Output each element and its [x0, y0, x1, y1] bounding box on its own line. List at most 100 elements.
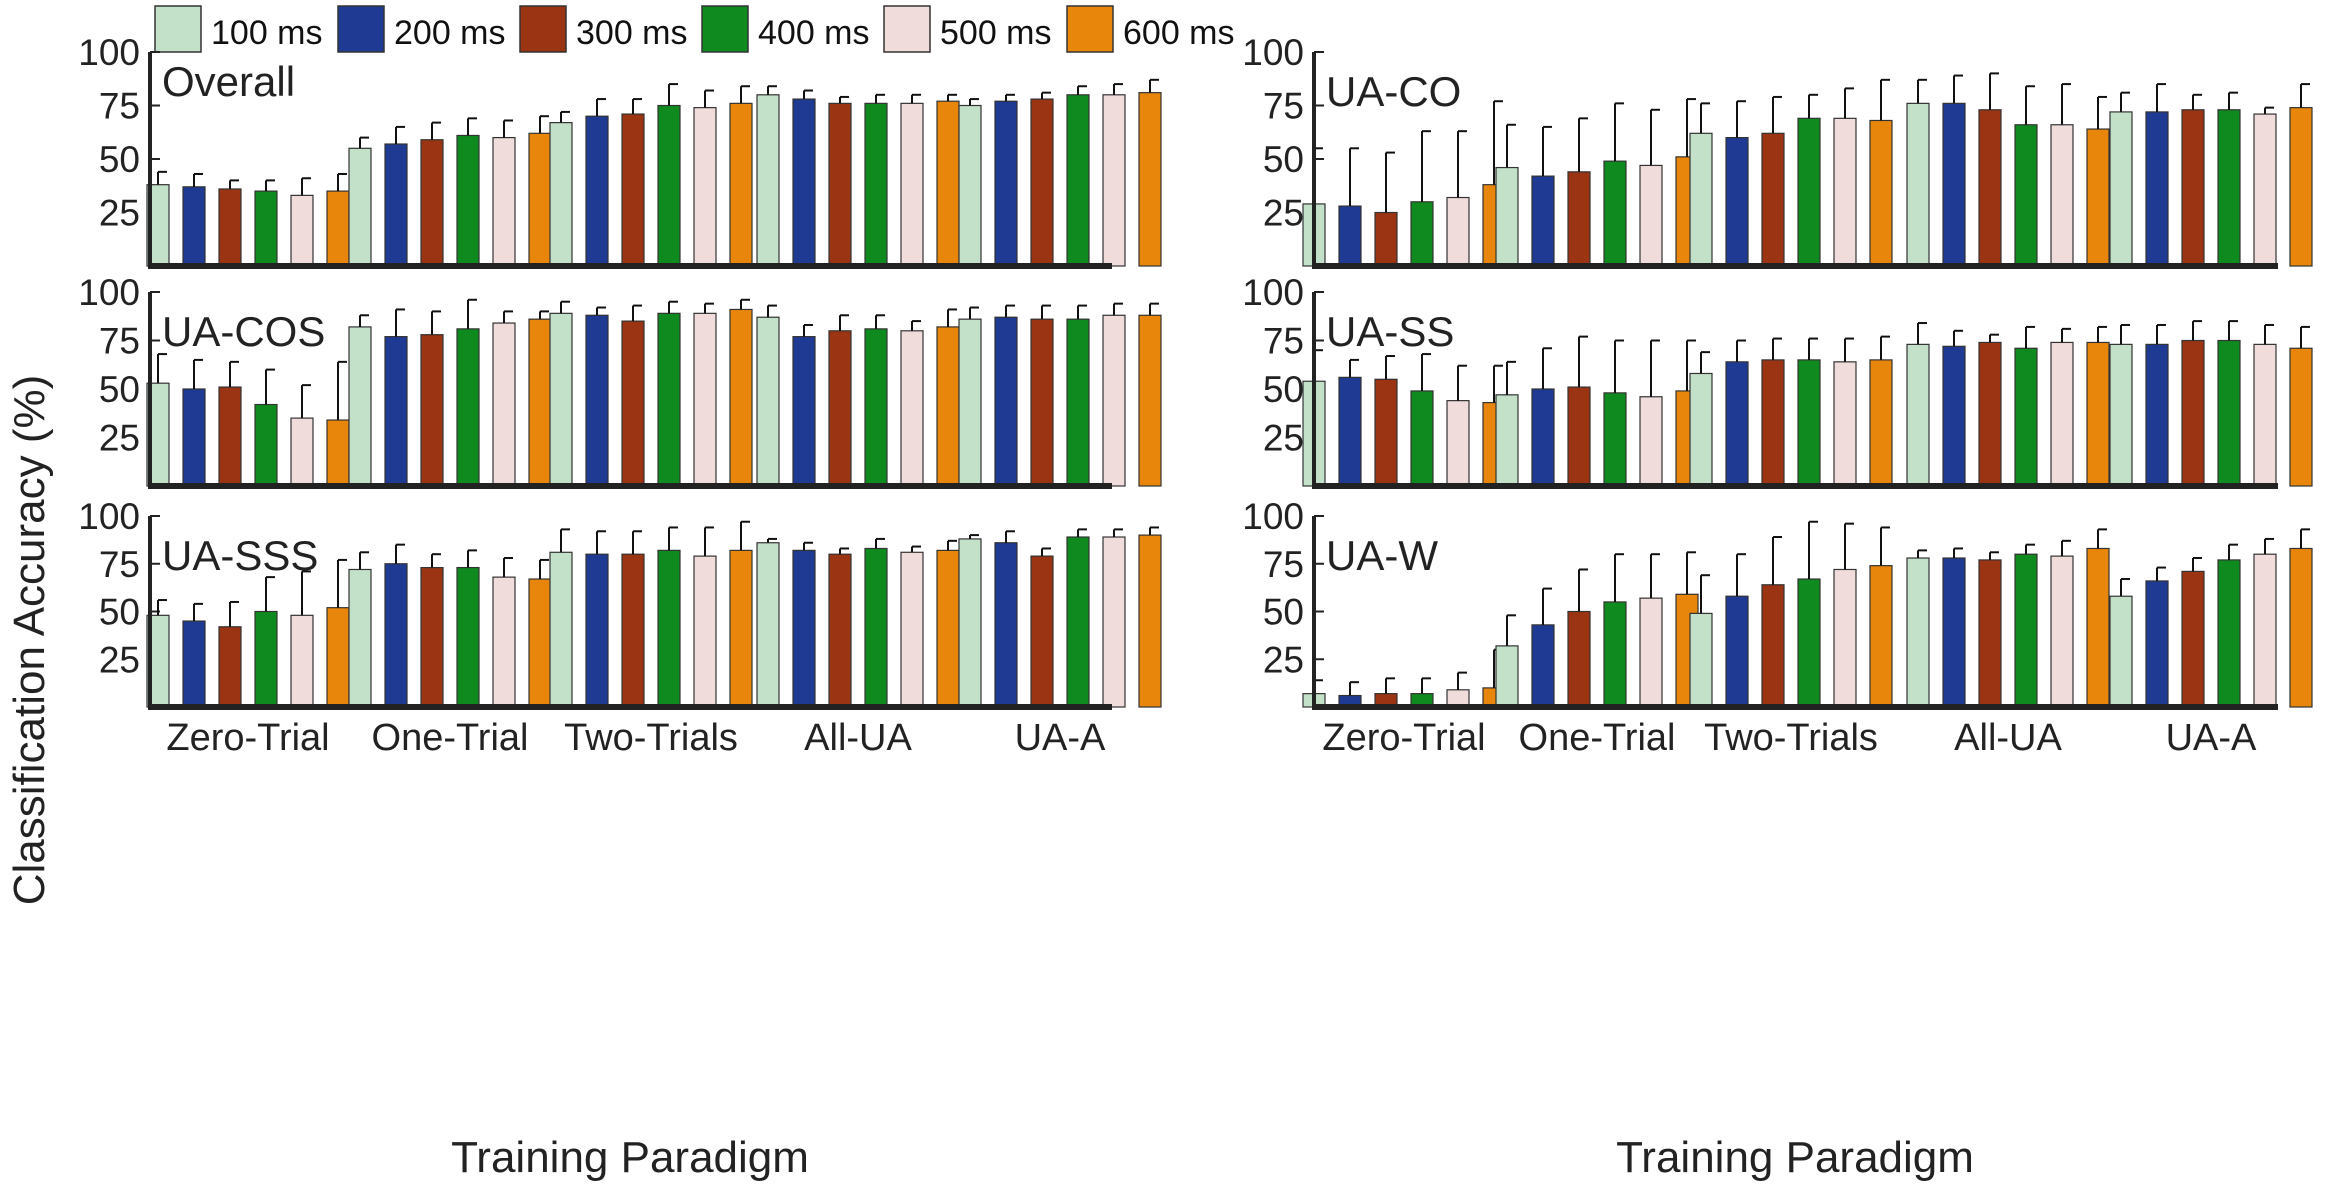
legend-swatch: [519, 5, 567, 53]
bar-ua-cos-one-trial-300-ms: [420, 334, 444, 487]
legend-label: 600 ms: [1123, 14, 1235, 52]
legend-item-500-ms: 500 ms: [883, 5, 1052, 53]
bar-ua-sss-ua-a-400-ms: [1066, 536, 1090, 708]
legend-label: 400 ms: [758, 14, 870, 52]
bar-ua-sss-two-trials-300-ms: [621, 553, 645, 708]
bar-ua-co-all-ua-400-ms: [2014, 124, 2038, 267]
bar-ua-ss-one-trial-400-ms: [1603, 392, 1627, 487]
bar-ua-ss-ua-a-200-ms: [2145, 343, 2169, 487]
bar-ua-sss-one-trial-200-ms: [384, 563, 408, 708]
bar-ua-ss-all-ua-200-ms: [1942, 345, 1966, 487]
bar-overall-one-trial-500-ms: [492, 137, 516, 267]
bar-ua-cos-one-trial-600-ms: [528, 318, 552, 487]
bar-ua-co-ua-a-500-ms: [2253, 113, 2277, 267]
bar-ua-ss-one-trial-500-ms: [1639, 396, 1663, 487]
bar-overall-ua-a-100-ms: [958, 104, 982, 267]
bar-ua-ss-ua-a-100-ms: [2109, 343, 2133, 487]
category-label-ua-a: UA-A: [1015, 717, 1106, 759]
panel-title: UA-COS: [162, 308, 325, 355]
bar-overall-all-ua-200-ms: [792, 98, 816, 267]
bar-ua-sss-two-trials-100-ms: [549, 551, 573, 708]
bar-ua-co-two-trials-200-ms: [1725, 137, 1749, 267]
bar-ua-w-all-ua-600-ms: [2086, 547, 2110, 708]
legend-label: 200 ms: [394, 14, 506, 52]
bar-ua-ss-zero-trial-200-ms: [1338, 376, 1362, 487]
bar-ua-cos-ua-a-100-ms: [958, 318, 982, 487]
panel-title: UA-CO: [1326, 68, 1461, 115]
bar-overall-two-trials-100-ms: [549, 122, 573, 267]
bar-ua-sss-two-trials-400-ms: [657, 549, 681, 708]
bar-overall-two-trials-600-ms: [729, 102, 753, 267]
bar-ua-sss-one-trial-600-ms: [528, 578, 552, 708]
bar-ua-sss-zero-trial-300-ms: [218, 626, 242, 708]
panel-overall: 25 50 75 100 Overall: [78, 32, 1162, 269]
bar-ua-co-ua-a-300-ms: [2181, 109, 2205, 267]
bar-overall-one-trial-100-ms: [348, 147, 372, 267]
bar-ua-cos-ua-a-400-ms: [1066, 318, 1090, 487]
bar-ua-ss-zero-trial-500-ms: [1446, 400, 1470, 487]
bar-ua-co-two-trials-600-ms: [1869, 119, 1893, 267]
bar-ua-w-one-trial-100-ms: [1495, 645, 1519, 708]
bar-ua-co-one-trial-100-ms: [1495, 166, 1519, 267]
y-tick-label: 100: [1242, 32, 1304, 73]
bar-ua-ss-two-trials-100-ms: [1689, 372, 1713, 487]
bar-ua-cos-zero-trial-500-ms: [290, 417, 314, 487]
y-tick-label: 75: [99, 86, 140, 127]
bar-ua-w-all-ua-300-ms: [1978, 559, 2002, 708]
bar-ua-cos-zero-trial-200-ms: [182, 388, 206, 487]
bar-ua-co-all-ua-600-ms: [2086, 128, 2110, 267]
legend-label: 100 ms: [211, 14, 323, 52]
y-tick-label: 75: [99, 321, 140, 362]
bar-overall-ua-a-300-ms: [1030, 98, 1054, 267]
bar-ua-ss-two-trials-200-ms: [1725, 361, 1749, 487]
bar-ua-cos-ua-a-300-ms: [1030, 318, 1054, 487]
bar-ua-sss-zero-trial-500-ms: [290, 614, 314, 708]
bar-ua-sss-ua-a-500-ms: [1102, 536, 1126, 708]
bar-ua-co-all-ua-200-ms: [1942, 102, 1966, 267]
bar-ua-co-two-trials-300-ms: [1761, 132, 1785, 267]
y-tick-label: 50: [99, 592, 140, 633]
y-tick-label: 100: [78, 496, 140, 537]
legend-swatch: [883, 5, 931, 53]
bar-ua-w-two-trials-500-ms: [1833, 568, 1857, 708]
bar-ua-ss-two-trials-300-ms: [1761, 359, 1785, 487]
bar-ua-ss-all-ua-100-ms: [1906, 343, 1930, 487]
legend: 100 ms 200 ms 300 ms 400 ms 500 ms 600 ms: [154, 5, 1235, 53]
bar-ua-w-all-ua-400-ms: [2014, 553, 2038, 708]
bar-ua-sss-zero-trial-200-ms: [182, 620, 206, 708]
bar-ua-cos-all-ua-100-ms: [756, 316, 780, 487]
bar-ua-cos-zero-trial-600-ms: [326, 419, 350, 487]
panel-ua-sss: 25 50 75 100 UA-SSS Zero-Trial One-Trial Two-Tr…: [78, 496, 1162, 759]
bar-ua-w-ua-a-400-ms: [2217, 559, 2241, 708]
bar-ua-cos-two-trials-500-ms: [693, 312, 717, 487]
bar-ua-ss-one-trial-300-ms: [1567, 386, 1591, 487]
bar-overall-all-ua-600-ms: [936, 100, 960, 267]
y-tick-label: 25: [1263, 418, 1304, 459]
category-label-ua-a: UA-A: [2166, 717, 2257, 759]
legend-swatch: [337, 5, 385, 53]
bar-ua-w-two-trials-200-ms: [1725, 595, 1749, 708]
bar-ua-co-two-trials-400-ms: [1797, 117, 1821, 267]
bar-ua-co-zero-trial-200-ms: [1338, 205, 1362, 267]
legend-label: 500 ms: [940, 14, 1052, 52]
x-axis-label-right: Training Paradigm: [1616, 1133, 1974, 1182]
bar-ua-ss-two-trials-500-ms: [1833, 361, 1857, 487]
y-tick-label: 50: [1263, 592, 1304, 633]
y-tick-label: 25: [1263, 639, 1304, 680]
panel-title: UA-SSS: [162, 532, 318, 579]
bar-overall-zero-trial-400-ms: [254, 190, 278, 267]
category-label-all-ua: All-UA: [1954, 717, 2062, 759]
bar-ua-cos-all-ua-500-ms: [900, 330, 924, 487]
bar-overall-all-ua-400-ms: [864, 102, 888, 267]
y-tick-label: 50: [99, 369, 140, 410]
bar-ua-w-ua-a-200-ms: [2145, 580, 2169, 708]
y-tick-label: 50: [1263, 139, 1304, 180]
bar-ua-sss-one-trial-300-ms: [420, 566, 444, 708]
bar-overall-ua-a-500-ms: [1102, 94, 1126, 267]
category-label-one-trial: One-Trial: [372, 717, 529, 759]
legend-swatch: [701, 5, 749, 53]
bar-ua-co-zero-trial-400-ms: [1410, 201, 1434, 267]
legend-item-100-ms: 100 ms: [154, 5, 323, 53]
bar-ua-w-all-ua-100-ms: [1906, 557, 1930, 708]
